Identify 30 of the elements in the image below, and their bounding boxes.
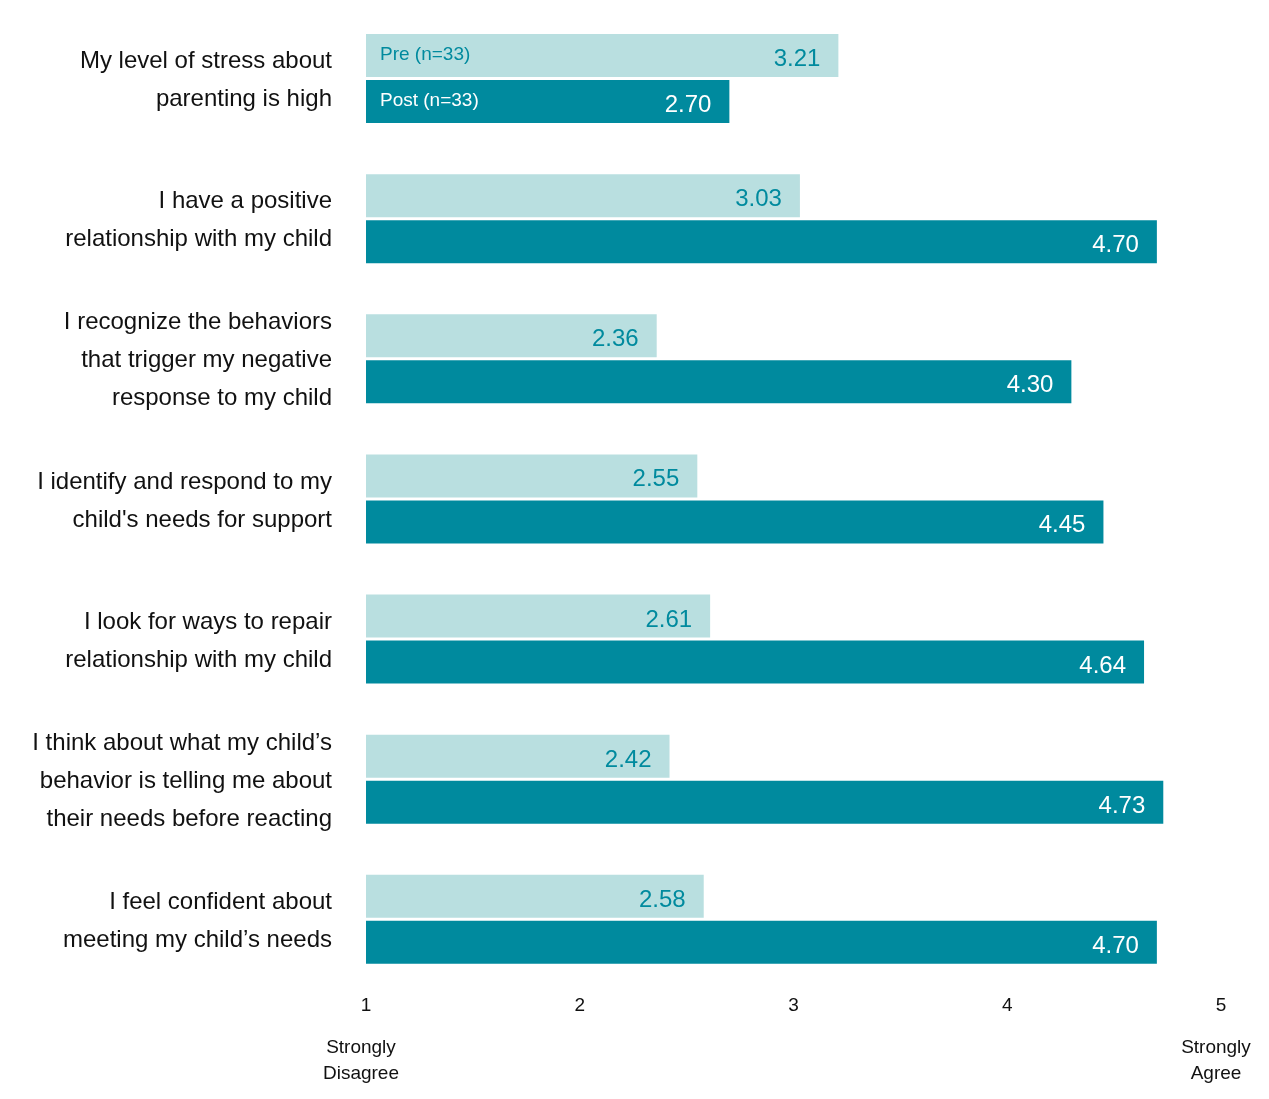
y-tick-label: I have a positive relationship with my child <box>65 185 332 251</box>
data-label: 4.64 <box>1079 650 1127 678</box>
data-label: 4.45 <box>1038 510 1086 538</box>
data-label: 4.70 <box>1092 930 1139 958</box>
x-tick-label: 4 <box>1001 994 1013 1015</box>
y-tick-label: I look for ways to repair relationship with my child <box>65 606 332 672</box>
data-label: 3.03 <box>735 184 782 212</box>
y-tick-label: I feel confident about meeting my child’s needs <box>62 886 333 952</box>
data-label: 2.55 <box>632 464 680 492</box>
series-label: Post (n=33) <box>380 89 479 110</box>
data-label: 2.36 <box>591 324 639 352</box>
data-label: 2.58 <box>639 884 686 912</box>
x-tick-label: 5 <box>1215 994 1227 1015</box>
data-label: 4.30 <box>1006 370 1054 398</box>
series-label: Pre (n=33) <box>380 43 471 64</box>
data-label: 4.70 <box>1092 230 1139 258</box>
y-tick-label: I identify and respond to my child's needs for support <box>37 466 333 531</box>
x-tick-label: 2 <box>574 994 586 1015</box>
text: Strongly Agree <box>1181 1036 1252 1083</box>
data-label: 4.73 <box>1098 790 1146 818</box>
y-tick-label: My level of stress about parenting is high <box>79 45 333 111</box>
data-label: 3.21 <box>773 44 821 71</box>
data-label: 2.42 <box>604 744 652 772</box>
data-label: 2.70 <box>664 90 712 117</box>
data-label: 2.61 <box>645 604 693 632</box>
x-tick-label: 1 <box>360 994 372 1015</box>
y-tick-label: I think about what my child’s behavior is telling me about their needs before reacting <box>32 727 333 831</box>
y-tick-label: I recognize the behaviors that trigger my negative response to my child <box>63 306 332 410</box>
text: Strongly Disagree <box>322 1036 400 1083</box>
x-tick-label: 3 <box>788 994 799 1015</box>
